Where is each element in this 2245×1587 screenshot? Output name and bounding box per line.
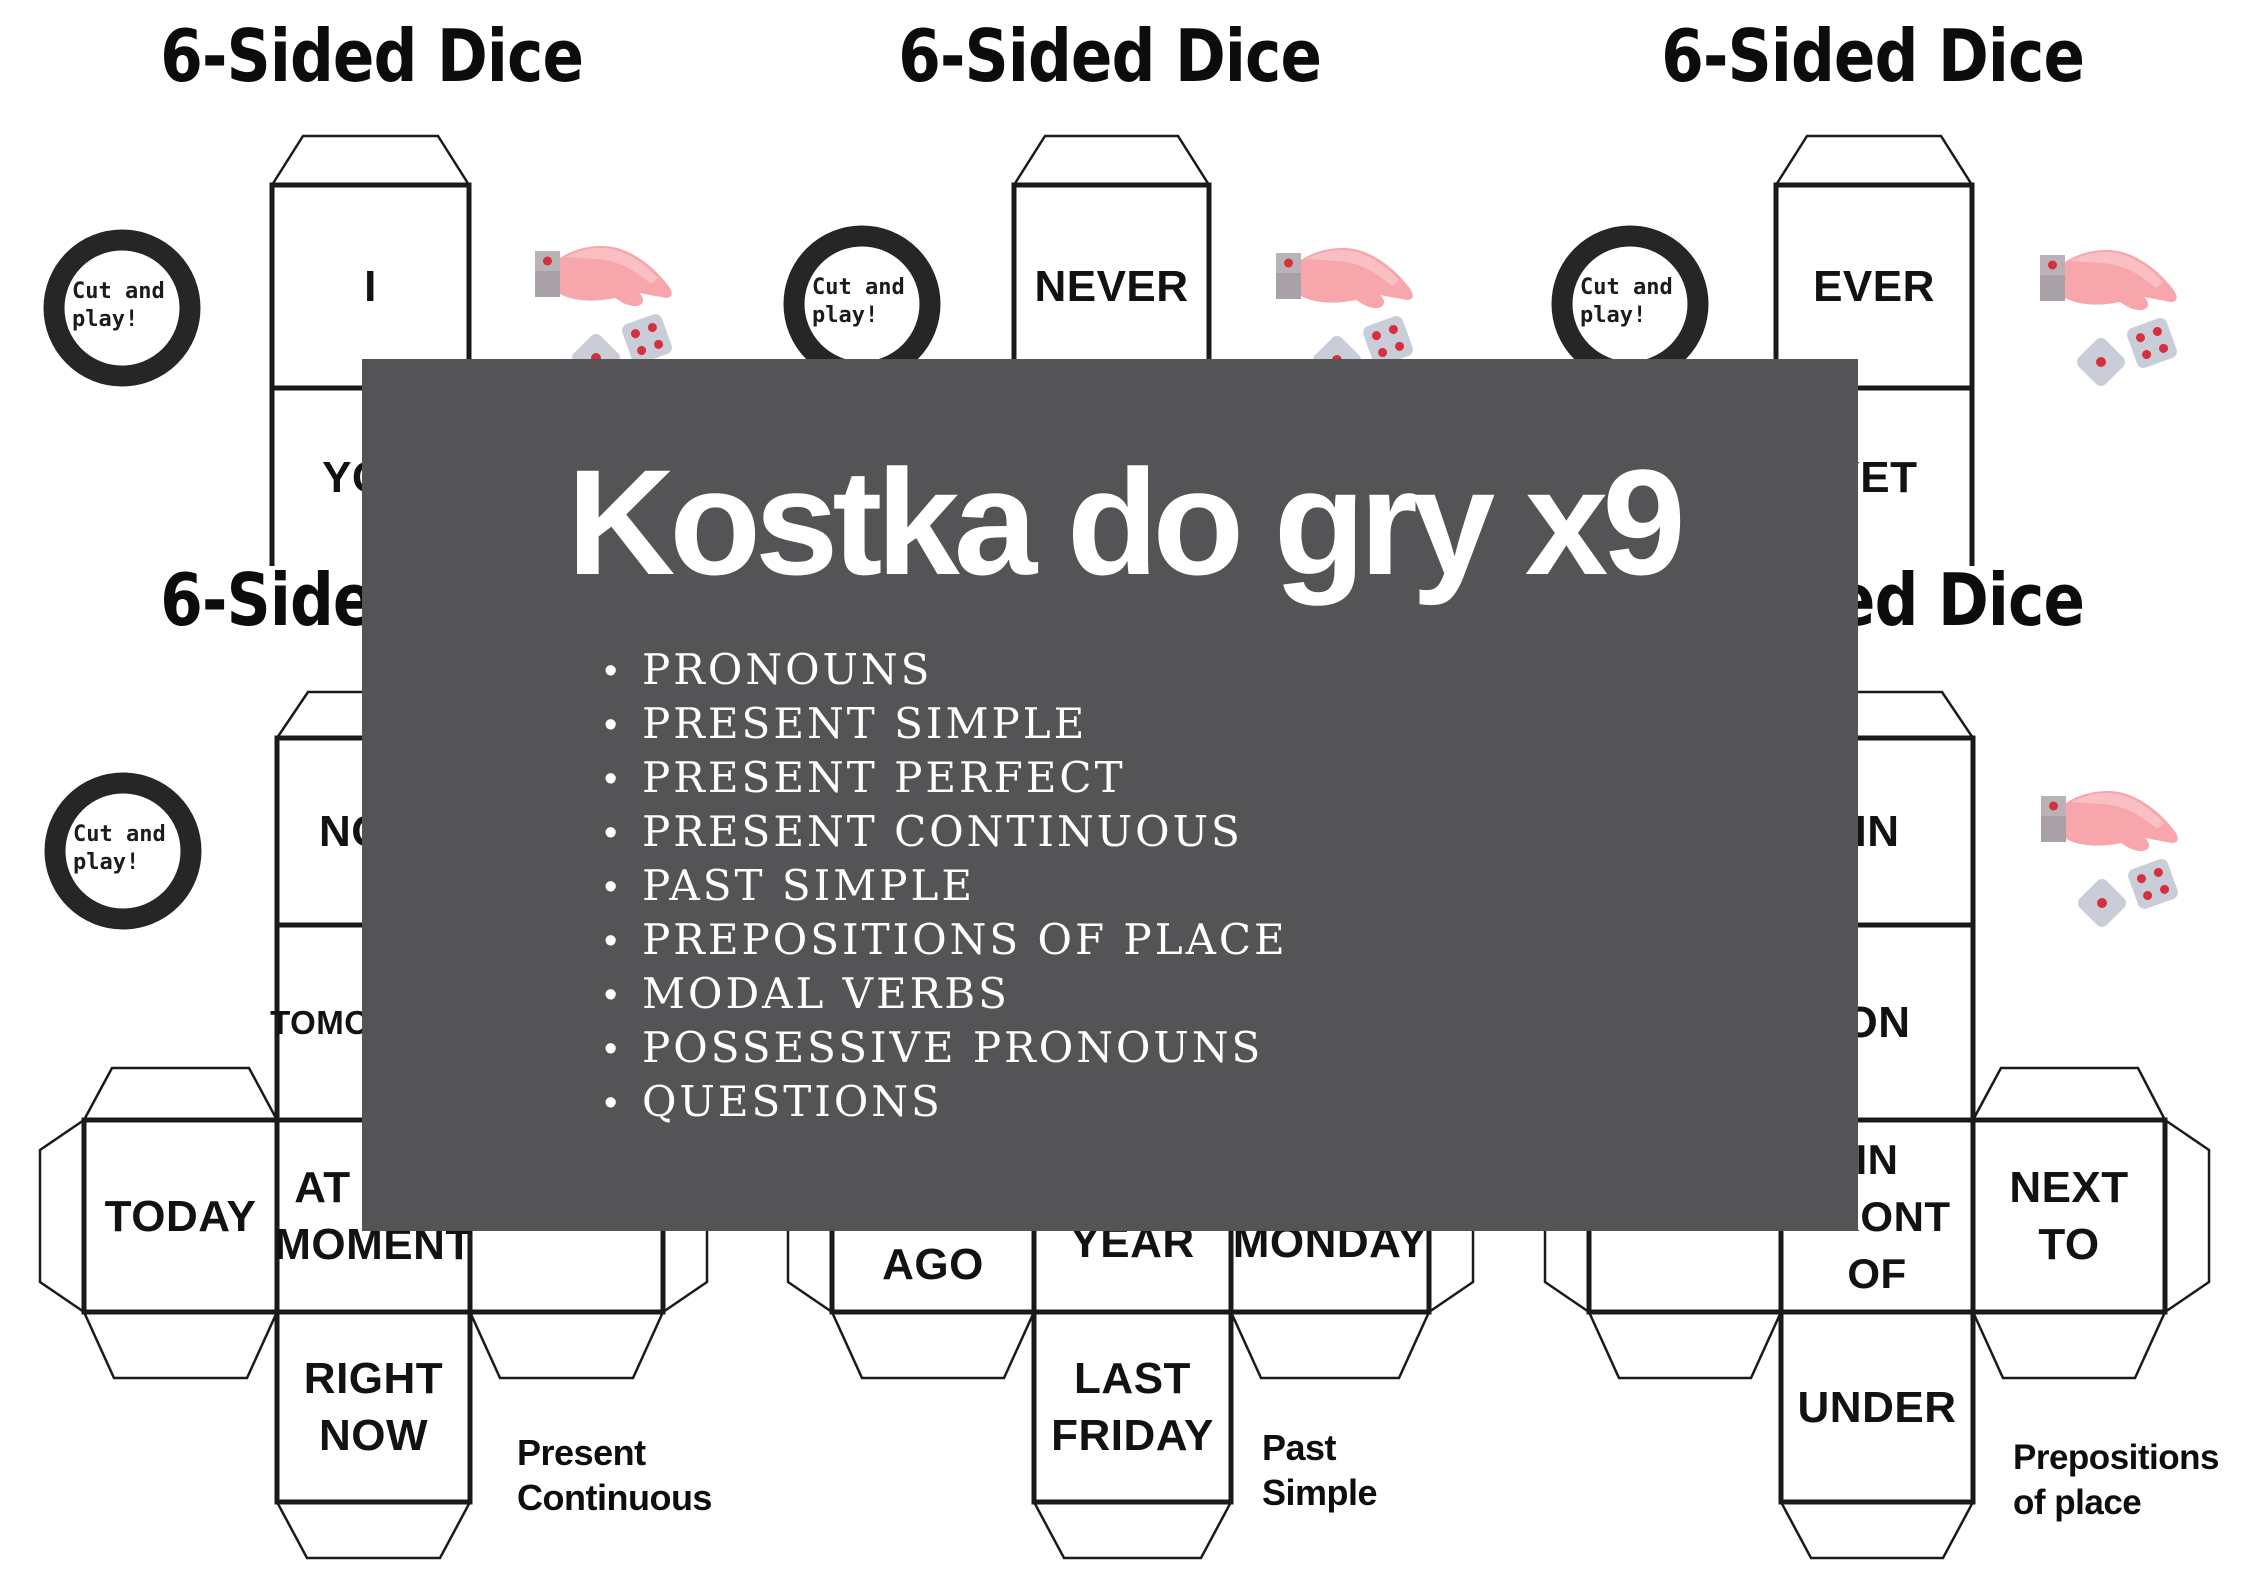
hand-rolling-dice-icon bbox=[2041, 791, 2180, 930]
die-face-under: UNDER bbox=[1797, 1382, 1957, 1432]
topic-item: PRESENT CONTINUOUS bbox=[604, 805, 1288, 860]
die-face-last-friday: LAST FRIDAY bbox=[1051, 1354, 1214, 1460]
cut-and-play-badge bbox=[43, 229, 201, 387]
die-net-present-perfect-top bbox=[1773, 134, 1975, 566]
topics-list: PRONOUNS PRESENT SIMPLE PRESENT PERFECT … bbox=[604, 643, 1288, 1130]
die-face-ago: AGO bbox=[882, 1240, 984, 1289]
topic-item: PREPOSITIONS OF PLACE bbox=[604, 913, 1288, 968]
cut-and-play-badge bbox=[44, 772, 202, 930]
die-face-never: NEVER bbox=[1034, 262, 1189, 311]
die-face-ever: EVER bbox=[1813, 262, 1935, 311]
die-face-next-to: NEXT TO bbox=[2009, 1163, 2129, 1269]
topic-item: QUESTIONS bbox=[604, 1075, 1288, 1130]
dice-header: 6-Sided Dice bbox=[898, 14, 1323, 98]
badge-label: Cut and play! bbox=[812, 275, 905, 328]
die-face-today: TODAY bbox=[104, 1191, 257, 1241]
dice-header: 6-Sided Dice bbox=[160, 14, 585, 98]
badge-label: Cut and play! bbox=[1580, 275, 1673, 328]
dice-header: 6-Sided Dice bbox=[1661, 14, 2086, 98]
badge-label: Cut and play! bbox=[73, 822, 166, 875]
topic-item: MODAL VERBS bbox=[604, 967, 1288, 1022]
overlay-title: Kostka do gry x9 bbox=[567, 438, 1686, 606]
badge-label: Cut and play! bbox=[72, 279, 165, 332]
label-past-simple: Past Simple bbox=[1262, 1427, 1378, 1513]
hand-rolling-dice-icon bbox=[2040, 250, 2179, 389]
info-overlay-panel: Kostka do gry x9 PRONOUNS PRESENT SIMPLE… bbox=[362, 359, 1858, 1231]
die-face-i: I bbox=[364, 262, 377, 311]
topic-item: POSSESSIVE PRONOUNS bbox=[604, 1021, 1288, 1076]
topic-item: PAST SIMPLE bbox=[604, 859, 1288, 914]
die-face-in: IN bbox=[1854, 807, 1900, 856]
topic-item: PRESENT SIMPLE bbox=[604, 697, 1288, 752]
topic-item: PRONOUNS bbox=[604, 643, 1288, 698]
topic-item: PRESENT PERFECT bbox=[604, 751, 1288, 806]
die-face-right-now: RIGHT NOW bbox=[303, 1354, 444, 1460]
label-present-continuous: Present Continuous bbox=[517, 1432, 712, 1518]
label-prepositions-of-place: Prepositions of place bbox=[2013, 1438, 2219, 1522]
